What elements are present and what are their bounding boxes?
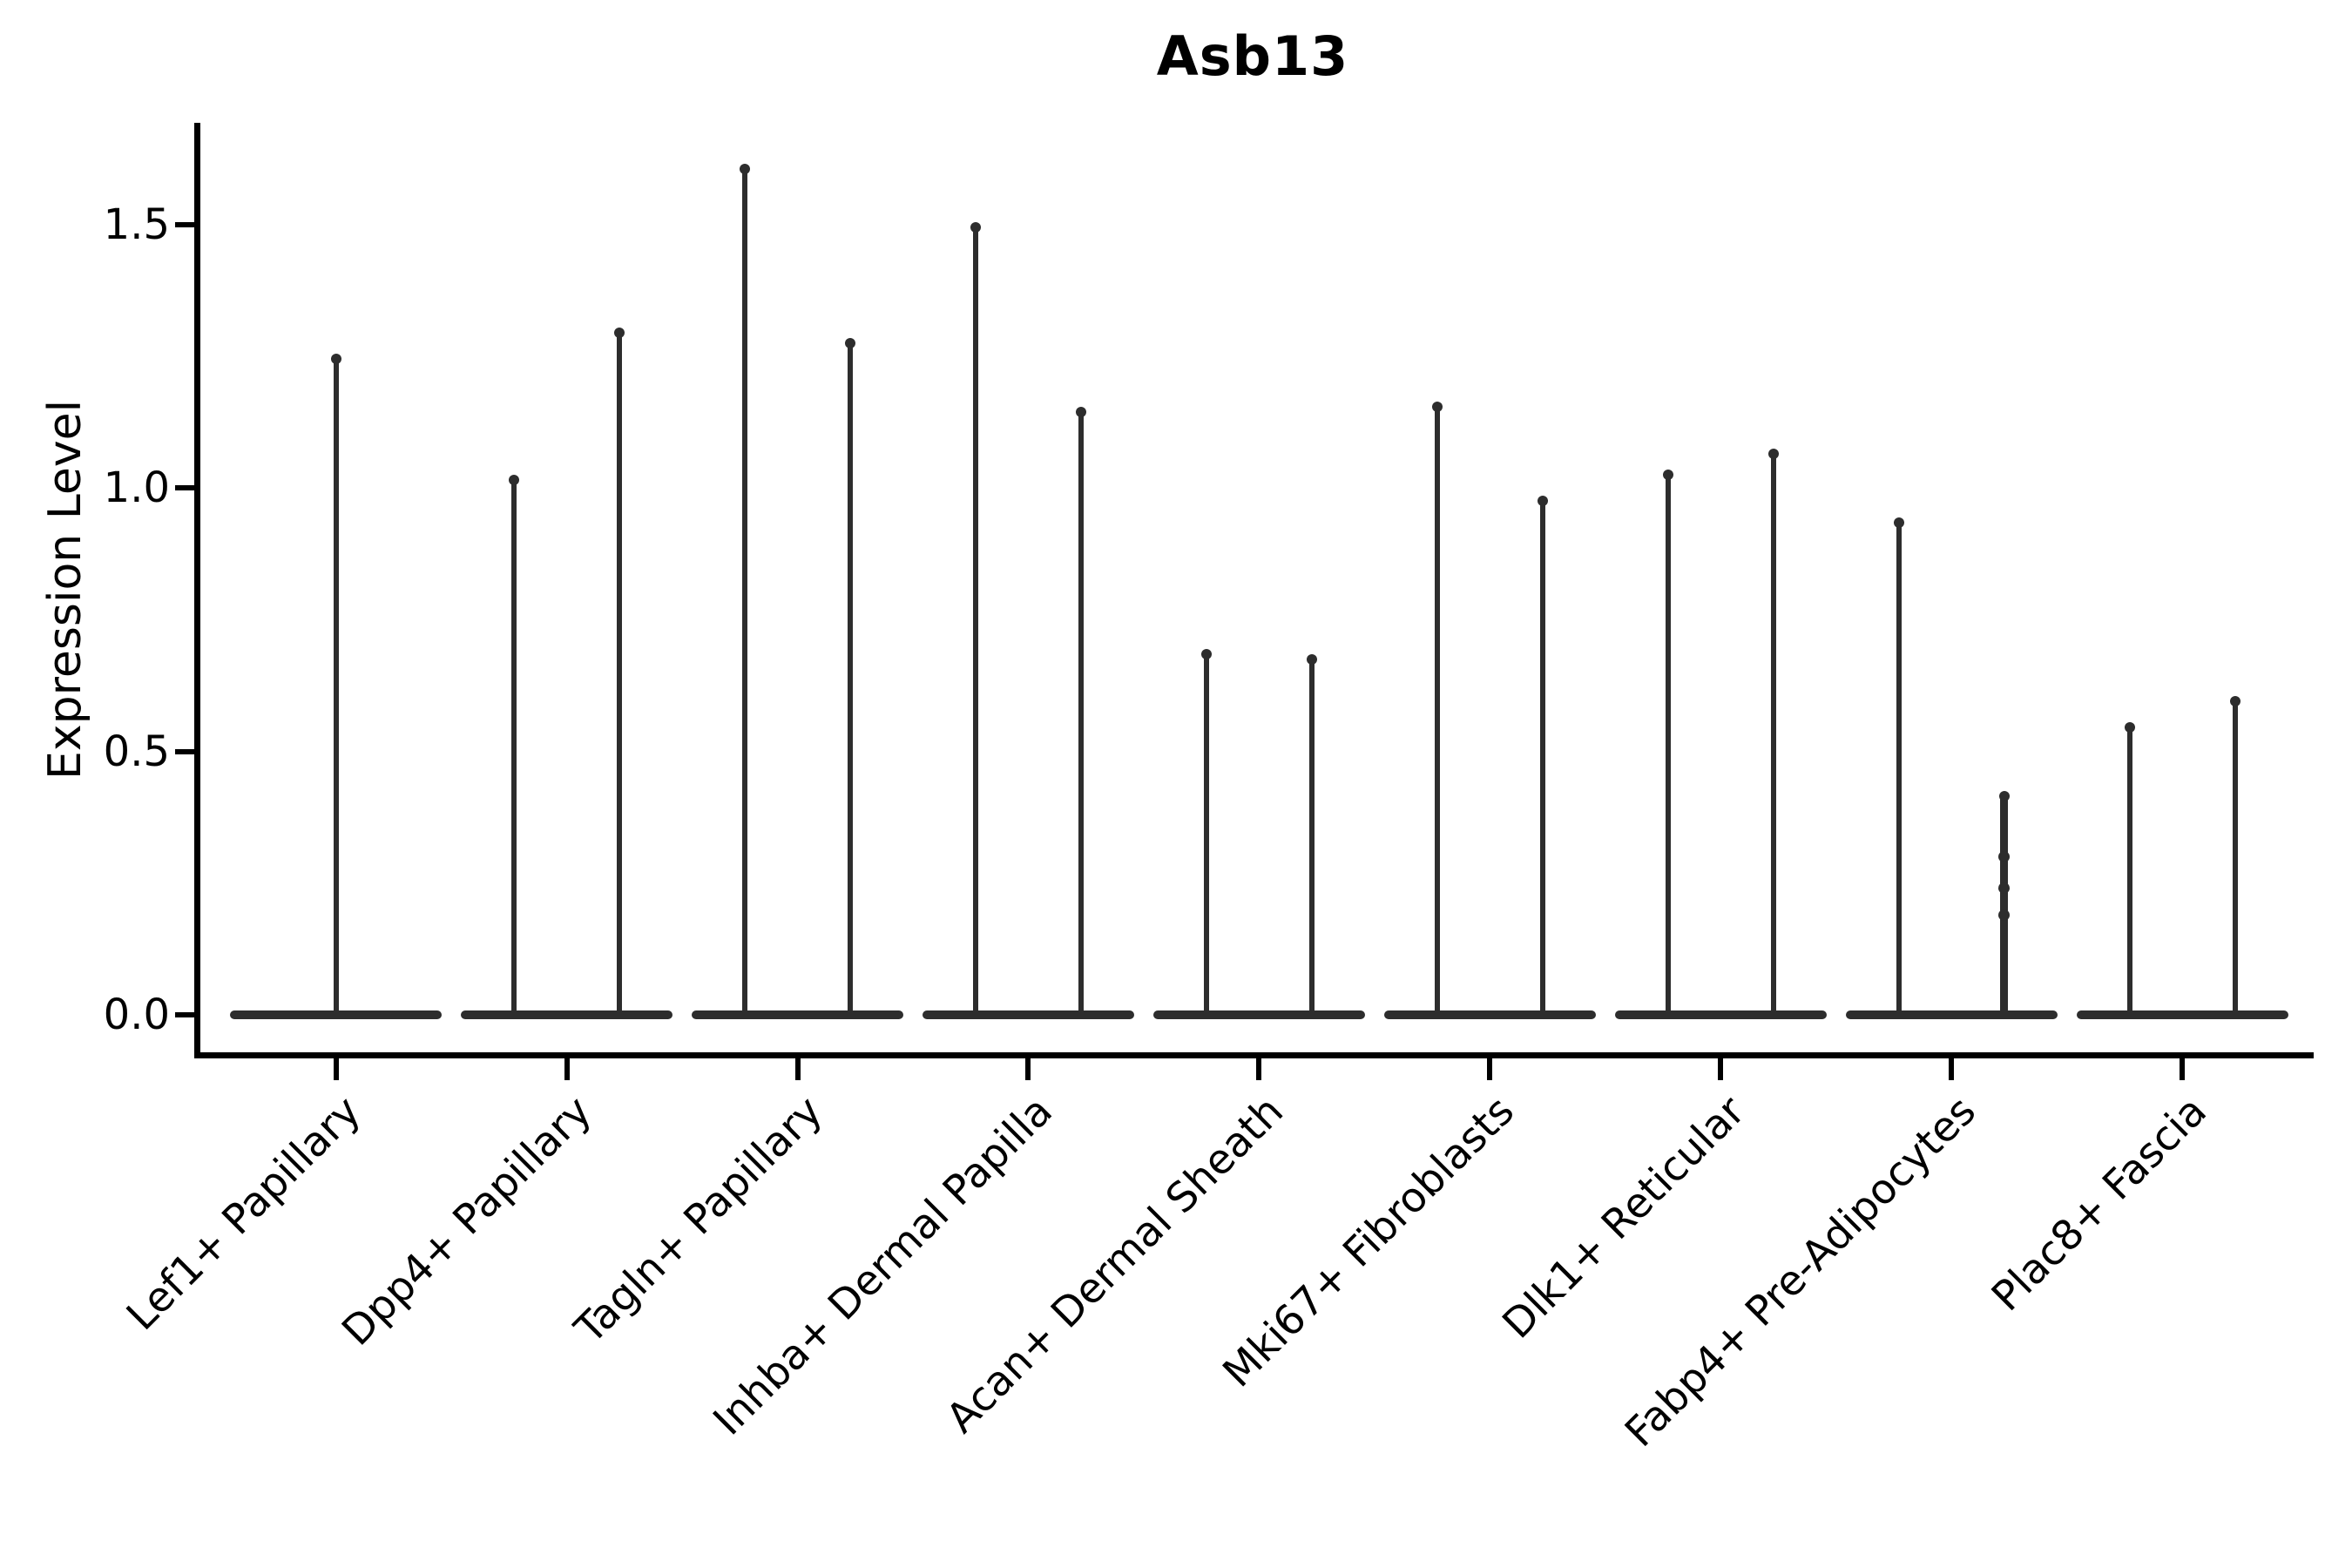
jitter-point [1767,448,1779,459]
x-tick [333,1058,339,1080]
violin-spike [2126,725,2132,1015]
jitter-point [1662,470,1673,481]
jitter-point [2124,722,2135,733]
y-axis-label: Expression Level [39,399,91,781]
x-tick-label: Tagln+ Papillary [565,1087,832,1354]
x-tick [2180,1058,2186,1080]
violin-base [1152,1010,1365,1019]
jitter-point [740,164,751,175]
jitter-point [330,354,341,365]
y-tick-label: 0.5 [103,727,170,776]
jitter-point [970,221,981,233]
violin-spike [1078,409,1084,1015]
jitter-point [2229,696,2240,707]
y-tick [175,748,197,754]
violin-base [692,1010,904,1019]
x-tick-label: Dlk1+ Reticular [1493,1087,1755,1348]
violin-spike [1539,498,1545,1015]
y-tick-label: 1.5 [103,199,170,249]
y-tick-label: 1.0 [103,463,170,513]
jitter-point [1998,882,2011,895]
x-tick [1949,1058,1955,1080]
jitter-point [509,475,520,486]
x-tick-label: Dpp4+ Papillary [332,1087,601,1355]
x-tick [564,1058,570,1080]
violin-spike [1203,651,1209,1015]
violin-base [1845,1010,2058,1019]
violin-spike [2232,699,2238,1015]
violin-spike [972,224,978,1015]
x-tick [1718,1058,1724,1080]
jitter-point [1998,791,2010,802]
violin-spike [1665,472,1671,1015]
violin-spike [2000,794,2009,1015]
y-tick-label: 0.0 [103,990,170,1039]
x-tick [794,1058,801,1080]
violin-spike [511,477,517,1015]
jitter-point [1998,909,2011,921]
jitter-point [845,337,856,348]
violin-spike [742,166,748,1015]
violin-spike [848,340,854,1015]
jitter-point [1075,406,1086,417]
violin-base [1614,1010,1827,1019]
x-tick [1487,1058,1493,1080]
violin-spike [333,356,339,1015]
x-tick [1256,1058,1262,1080]
violin-spike [1896,519,1902,1015]
violin-spike [1308,656,1315,1015]
y-tick [175,221,197,227]
jitter-point [1306,653,1317,665]
x-tick-label: Lef1+ Papillary [117,1087,370,1340]
jitter-point [1893,517,1904,528]
violin-base [1383,1010,1596,1019]
violin-spike [1770,450,1776,1015]
violin-base [922,1010,1134,1019]
x-tick [1025,1058,1031,1080]
jitter-point [1537,496,1548,507]
jitter-point [1998,851,2011,863]
violin-spike [617,329,623,1015]
x-axis-line [194,1052,2314,1058]
violin-base [461,1010,673,1019]
jitter-point [614,327,625,338]
violin-spike [1434,403,1440,1015]
y-tick [175,485,197,491]
violin-base [2076,1010,2288,1019]
violin-base [230,1010,443,1019]
chart-title: Asb13 [1156,24,1349,88]
jitter-point [1200,648,1212,659]
x-tick-label: Plac8+ Fascia [1983,1087,2217,1321]
y-tick [175,1012,197,1017]
jitter-point [1431,401,1443,412]
y-axis-line [194,123,200,1058]
